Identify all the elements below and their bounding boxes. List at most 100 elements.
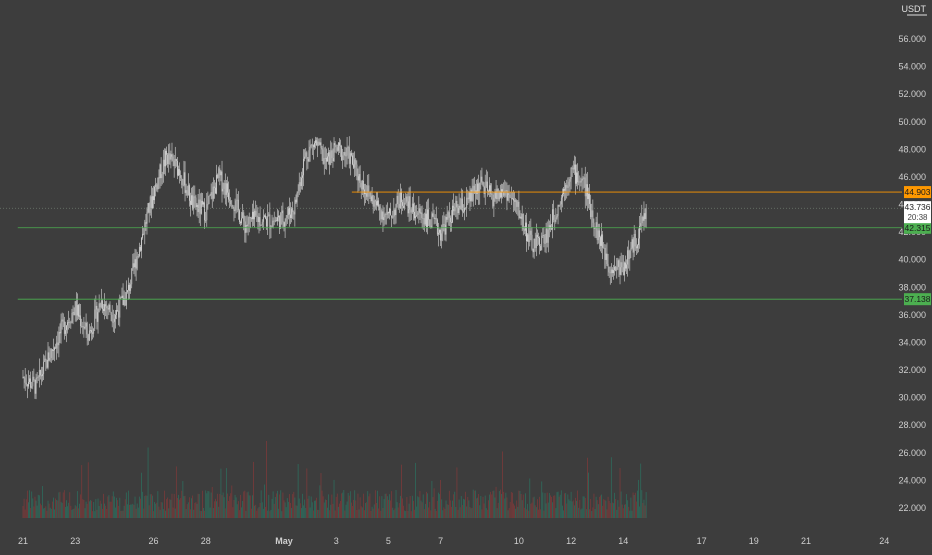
volume-bar (348, 495, 350, 518)
volume-bar (579, 500, 581, 518)
volume-bar (457, 509, 459, 518)
candle-body (443, 224, 445, 226)
volume-bar (225, 468, 227, 518)
volume-bar (117, 500, 119, 518)
level-badge-label: 42.315 (905, 223, 931, 233)
candle-body (455, 200, 457, 208)
candle-body (354, 159, 356, 168)
volume-bar (265, 506, 266, 518)
candle-body (427, 209, 428, 227)
volume-bar (210, 492, 212, 518)
volume-bar (63, 490, 65, 518)
level-badge-resistance (904, 186, 931, 199)
candle-body (420, 212, 422, 214)
volume-bar (28, 502, 29, 518)
volume-bar (481, 509, 483, 518)
volume-bar (527, 503, 528, 518)
volume-bar (163, 490, 165, 518)
volume-bar (258, 507, 260, 518)
candle-body (603, 247, 605, 249)
volume-bar (344, 510, 346, 518)
volume-bar (559, 494, 561, 518)
candle-body (517, 201, 519, 207)
candle-body (233, 207, 235, 211)
volume-bar (314, 500, 315, 518)
candle-body (359, 174, 361, 183)
volume-bar (424, 503, 426, 518)
volume-bar (548, 493, 550, 518)
candle-body (232, 206, 234, 208)
volume-bar (389, 494, 390, 518)
volume-bar (50, 508, 52, 518)
volume-bar (279, 494, 281, 518)
volume-bar (407, 510, 409, 518)
candle-body (25, 382, 27, 385)
candle-body (459, 205, 461, 210)
volume-bar (220, 468, 222, 518)
volume-bar (335, 496, 337, 518)
x-tick-label: 21 (18, 536, 28, 546)
candle-body (482, 181, 484, 186)
volume-bar (439, 494, 440, 518)
volume-bar (218, 506, 220, 518)
volume-bar (298, 498, 300, 518)
candle-body (307, 158, 309, 162)
candle-body (115, 314, 116, 319)
candle-body (59, 332, 61, 334)
candle-body (40, 369, 41, 376)
volume-bar (370, 510, 372, 518)
candle-body (481, 176, 483, 182)
volume-bar (59, 491, 61, 518)
candle-body (523, 229, 525, 231)
volume-bar (310, 496, 312, 518)
candle-body (31, 386, 33, 388)
volume-bar (483, 503, 485, 518)
candle-body (510, 197, 512, 199)
volume-bar (190, 509, 191, 518)
candle-body (327, 156, 328, 162)
volume-bar (461, 505, 463, 518)
volume-bar (391, 491, 393, 518)
candle-body (583, 177, 585, 179)
volume-bar (156, 502, 158, 518)
horizontal-levels[interactable] (0, 191, 902, 300)
time-axis[interactable]: 21232628May3571012141719212426 (18, 536, 932, 546)
volume-bar (598, 496, 600, 518)
volume-bar (623, 504, 625, 518)
candle-body (69, 322, 71, 323)
volume-bar (594, 509, 596, 518)
candle-body (610, 269, 612, 274)
volume-bar (41, 505, 42, 518)
candle-body (219, 168, 221, 176)
candle-body (200, 200, 202, 214)
currency-label[interactable]: USDT (902, 4, 927, 14)
candle-body (635, 246, 637, 249)
volume-bar (343, 489, 345, 518)
candle-body (622, 267, 624, 276)
candle-body (446, 216, 448, 220)
candle-body (373, 200, 375, 207)
volume-bar (152, 495, 153, 518)
volume-bar (165, 510, 166, 518)
candle-body (426, 213, 427, 227)
volume-bar (146, 495, 148, 518)
candle-body (196, 204, 198, 208)
volume-bar (197, 493, 199, 518)
volume-bar (614, 492, 615, 518)
volume-bar (113, 496, 115, 518)
candle-body (161, 174, 163, 179)
candle-body (341, 146, 343, 161)
candle-body (352, 155, 353, 165)
volume-bar (489, 494, 490, 518)
candle-body (386, 211, 388, 215)
volume-bar (645, 492, 647, 518)
candle-body (640, 223, 642, 226)
volume-bar (179, 499, 180, 518)
candle-body (406, 196, 408, 202)
volume-bar (354, 490, 356, 518)
candle-body (243, 212, 245, 222)
